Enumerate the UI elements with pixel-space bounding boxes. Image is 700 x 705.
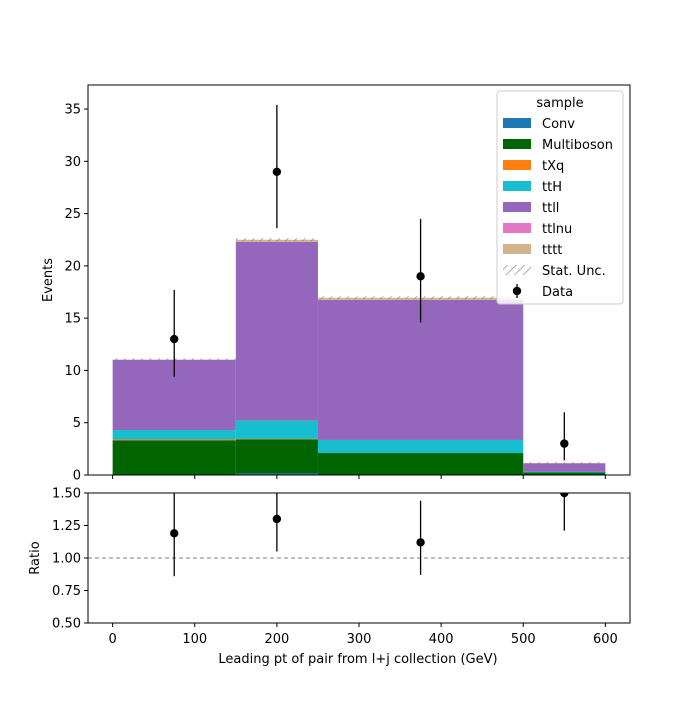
legend-label-ttlnu: ttlnu (542, 222, 572, 237)
bar-conv-bin-1 (235, 473, 318, 475)
bar-multiboson-bin-2 (317, 453, 524, 475)
bar-ttll-bin-3 (523, 463, 606, 472)
y-axis-label: Events (41, 258, 56, 302)
x-tick-label: 300 (347, 632, 372, 647)
legend-label-stat-unc: Stat. Unc. (542, 264, 606, 279)
y-tick-label: 30 (64, 155, 81, 170)
legend-swatch-conv (503, 118, 531, 128)
y-tick-label: 5 (73, 416, 81, 431)
main-plot-area: 0 5 10 15 20 25 30 35 Events (41, 84, 631, 484)
bar-tth-bin-2 (317, 439, 524, 454)
ratio-y-tick-label: 0.50 (52, 617, 81, 632)
legend-data-marker (512, 286, 522, 296)
bar-ttll-bin-1 (235, 241, 318, 421)
legend-swatch-stat-unc (503, 265, 531, 275)
bar-tth-bin-1 (235, 420, 318, 439)
ratio-y-tick-label: 1.50 (52, 487, 81, 502)
y-tick-label: 0 (73, 469, 81, 484)
stat-unc-band-bin-3 (523, 461, 606, 465)
legend-label-txq: tXq (542, 159, 564, 174)
y-tick-label: 35 (64, 103, 81, 118)
ratio-points-group (170, 493, 569, 577)
legend-label-data: Data (542, 285, 573, 300)
bar-multiboson-bin-0 (112, 440, 236, 475)
bar-tth-bin-0 (112, 430, 236, 440)
ratio-y-tick-label: 0.75 (52, 584, 81, 599)
x-tick-label: 500 (511, 632, 536, 647)
data-point (560, 439, 569, 448)
bar-multiboson-bin-3 (523, 472, 606, 475)
data-point (170, 334, 179, 344)
y-tick-label: 15 (64, 312, 81, 327)
legend-swatch-multiboson (503, 139, 531, 149)
legend-swatch-ttlnu (503, 223, 531, 233)
bar-tth-bin-3 (523, 471, 606, 473)
bar-multiboson-bin-1 (235, 439, 318, 474)
y-tick-label: 25 (64, 207, 81, 222)
legend-label-ttll: ttll (542, 201, 559, 216)
ratio-y-tick-label: 1.00 (52, 552, 81, 567)
bar-txq-bin-0 (112, 439, 236, 441)
y-tick-label: 20 (64, 259, 81, 274)
ratio-axes-frame (87, 492, 631, 624)
ratio-y-axis-label: Ratio (28, 541, 43, 574)
x-tick-label: 100 (182, 632, 207, 647)
bar-txq-bin-1 (235, 438, 318, 440)
data-point (272, 167, 282, 176)
legend-swatch-ttll (503, 202, 531, 212)
ratio-y-tick-label: 1.25 (52, 519, 81, 534)
bar-ttll-bin-2 (317, 299, 524, 440)
legend-label-multiboson: Multiboson (542, 138, 613, 153)
ratio-point (560, 493, 569, 498)
x-tick-label: 400 (429, 632, 454, 647)
x-tick-label: 600 (593, 632, 618, 647)
legend-label-tth: ttH (542, 180, 562, 195)
x-axis-label: Leading pt of pair from l+j collection (… (218, 652, 497, 667)
legend-label-tttt: tttt (542, 243, 562, 258)
y-tick-label: 10 (64, 364, 81, 379)
ratio-point (416, 538, 425, 547)
stat-unc-band-bin-1 (235, 238, 318, 242)
ratio-plot-area: 0.50 0.75 1.00 1.25 1.50 0 100 200 300 400 500 600 L… (28, 487, 631, 667)
legend-swatch-tth (503, 181, 531, 191)
legend-title: sample (536, 96, 583, 111)
x-tick-label: 200 (264, 632, 289, 647)
legend-swatch-tttt (503, 244, 531, 254)
ratio-point (170, 529, 179, 538)
data-point (416, 272, 425, 281)
legend-swatch-txq (503, 160, 531, 170)
legend: sample Conv Multiboson tXq ttH ttll ttlnu tttt S… (496, 90, 624, 305)
legend-label-conv: Conv (542, 117, 575, 132)
x-tick-label: 0 (108, 632, 116, 647)
ratio-point (272, 514, 282, 524)
